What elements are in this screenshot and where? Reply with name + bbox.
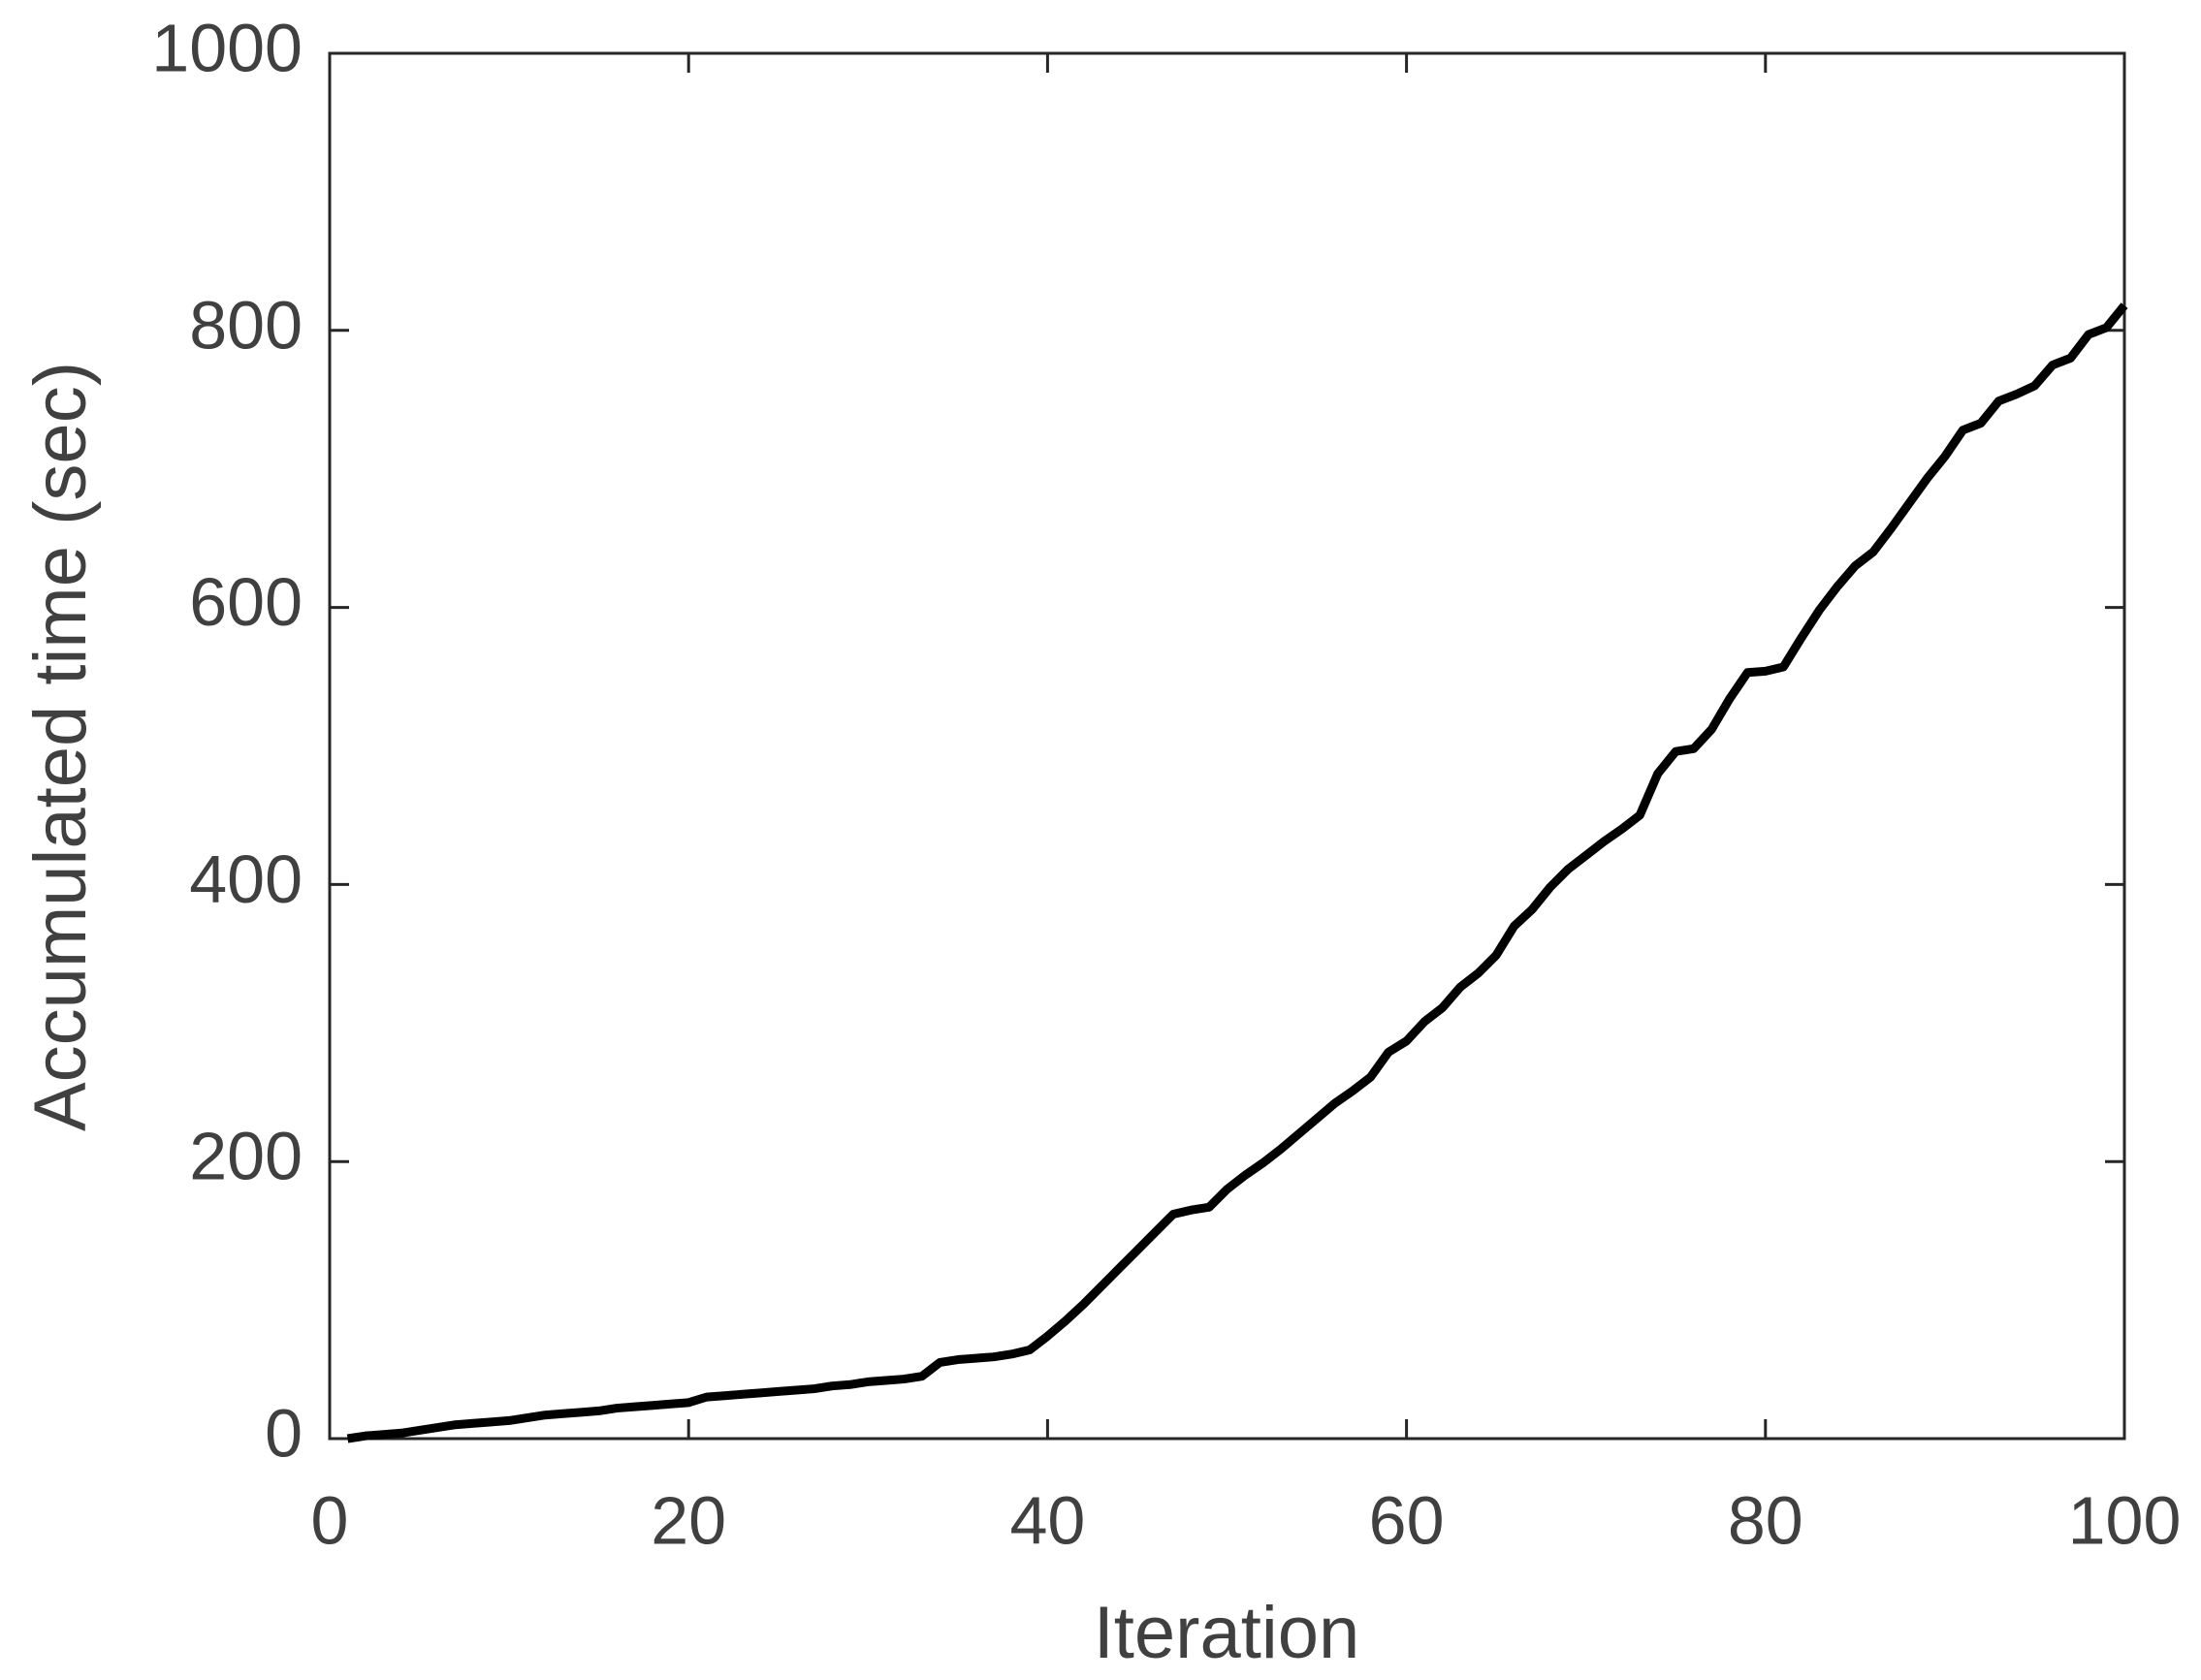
y-tick-label: 0 — [265, 1395, 303, 1471]
y-tick-label: 800 — [189, 287, 303, 363]
plot-frame — [328, 51, 2126, 1441]
x-tick-label: 0 — [311, 1482, 349, 1558]
y-axis-label: Accumulated time (sec) — [19, 362, 102, 1131]
x-tick-label: 80 — [1728, 1482, 1803, 1558]
x-tick-label: 20 — [651, 1482, 726, 1558]
y-tick-label: 1000 — [151, 10, 303, 85]
y-tick-label: 400 — [189, 841, 303, 917]
y-tick-label: 200 — [189, 1119, 303, 1194]
data-line — [346, 302, 2128, 1443]
y-tick-label: 600 — [189, 564, 303, 640]
x-axis-label: Iteration — [1094, 1592, 1360, 1674]
x-tick-label: 60 — [1369, 1482, 1445, 1558]
x-tick-label: 100 — [2068, 1482, 2182, 1558]
x-tick-label: 40 — [1009, 1482, 1085, 1558]
